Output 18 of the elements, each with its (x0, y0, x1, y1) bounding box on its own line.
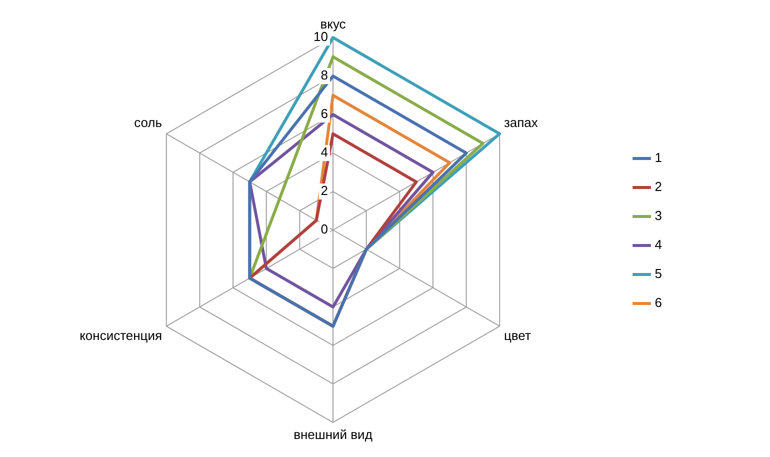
y-tick-label: 8 (320, 68, 328, 83)
legend-label: 5 (654, 266, 662, 282)
legend-label: 3 (654, 208, 662, 224)
spoke-label: внешний вид (294, 426, 373, 442)
spoke-label: цвет (504, 328, 531, 344)
y-tick-label: 2 (320, 183, 328, 198)
y-tick-label: 10 (314, 29, 328, 44)
legend-label: 4 (654, 237, 662, 252)
y-tick-label: 0 (320, 222, 328, 237)
legend-label: 2 (654, 179, 662, 194)
spoke-label: запах (504, 115, 538, 130)
spoke-label: соль (134, 115, 162, 130)
y-tick-label: 4 (320, 144, 328, 160)
legend-label: 1 (654, 150, 662, 166)
legend-label: 6 (654, 295, 662, 310)
y-tick-label: 6 (320, 106, 328, 122)
spoke-label: вкус (320, 16, 346, 32)
spoke-label: консистенция (80, 328, 162, 344)
